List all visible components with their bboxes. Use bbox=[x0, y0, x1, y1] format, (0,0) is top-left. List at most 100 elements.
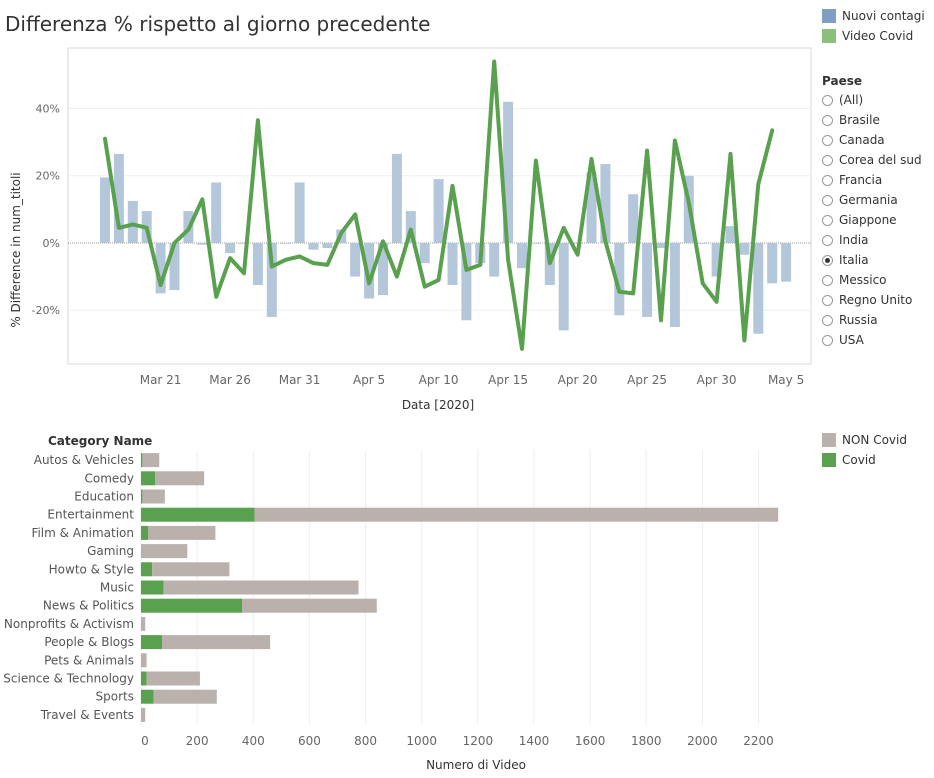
non-covid-bar[interactable] bbox=[163, 580, 359, 595]
nuovi-contagi-bar[interactable] bbox=[155, 242, 166, 294]
covid-bar[interactable] bbox=[141, 580, 164, 595]
covid-bar[interactable] bbox=[141, 689, 154, 704]
non-covid-bar[interactable] bbox=[142, 489, 165, 504]
video-covid-line[interactable] bbox=[103, 59, 775, 351]
nuovi-contagi-bar[interactable] bbox=[461, 242, 472, 321]
paese-option-usa[interactable]: USA bbox=[822, 330, 922, 350]
radio-icon[interactable] bbox=[822, 174, 833, 186]
radio-icon[interactable] bbox=[822, 254, 833, 266]
nuovi-contagi-bar[interactable] bbox=[364, 242, 375, 299]
nuovi-contagi-bar[interactable] bbox=[600, 163, 611, 243]
covid-bar[interactable] bbox=[141, 598, 243, 613]
nuovi-contagi-bar[interactable] bbox=[767, 242, 778, 284]
covid-bar[interactable] bbox=[141, 671, 147, 686]
nuovi-contagi-bar[interactable] bbox=[433, 179, 444, 243]
nuovi-contagi-bar[interactable] bbox=[197, 242, 208, 245]
paese-option-italia[interactable]: Italia bbox=[822, 250, 922, 270]
paese-option-germania[interactable]: Germania bbox=[822, 190, 922, 210]
radio-icon[interactable] bbox=[822, 154, 833, 166]
radio-icon[interactable] bbox=[822, 134, 833, 146]
non-covid-bar[interactable] bbox=[141, 616, 146, 631]
legend-item-non-covid[interactable]: NON Covid bbox=[822, 430, 907, 450]
nuovi-contagi-bar[interactable] bbox=[113, 153, 124, 243]
nuovi-contagi-bar[interactable] bbox=[781, 242, 792, 282]
paese-option-brasile[interactable]: Brasile bbox=[822, 110, 922, 130]
nuovi-contagi-bar[interactable] bbox=[322, 242, 333, 249]
non-covid-bar[interactable] bbox=[242, 598, 377, 613]
radio-icon[interactable] bbox=[822, 274, 833, 286]
nuovi-contagi-bar[interactable] bbox=[697, 242, 708, 244]
radio-icon[interactable] bbox=[822, 294, 833, 306]
nuovi-contagi-bar[interactable] bbox=[558, 242, 569, 331]
paese-option-regno-unito[interactable]: Regno Unito bbox=[822, 290, 922, 310]
nuovi-contagi-bar[interactable] bbox=[391, 153, 402, 243]
nuovi-contagi-bar[interactable] bbox=[350, 242, 361, 277]
non-covid-bar[interactable] bbox=[142, 453, 160, 468]
nuovi-contagi-bar[interactable] bbox=[225, 242, 236, 254]
radio-icon[interactable] bbox=[822, 214, 833, 226]
nuovi-contagi-bar[interactable] bbox=[656, 242, 666, 249]
radio-icon[interactable] bbox=[822, 314, 833, 326]
non-covid-bar[interactable] bbox=[162, 635, 271, 650]
nuovi-contagi-bar[interactable] bbox=[127, 200, 138, 243]
nuovi-contagi-bar[interactable] bbox=[419, 242, 430, 264]
nuovi-contagi-bar[interactable] bbox=[405, 211, 416, 243]
non-covid-bar[interactable] bbox=[141, 544, 188, 559]
covid-bar[interactable] bbox=[141, 489, 143, 504]
legend-item-video-covid[interactable]: Video Covid bbox=[822, 26, 925, 46]
paese-option-giappone[interactable]: Giappone bbox=[822, 210, 922, 230]
covid-bar[interactable] bbox=[141, 471, 156, 486]
covid-bar[interactable] bbox=[141, 453, 143, 468]
nuovi-contagi-bar[interactable] bbox=[614, 242, 625, 316]
non-covid-bar[interactable] bbox=[152, 562, 230, 577]
radio-icon[interactable] bbox=[822, 334, 833, 346]
nuovi-contagi-bar[interactable] bbox=[642, 242, 653, 317]
non-covid-bar[interactable] bbox=[141, 707, 146, 722]
nuovi-contagi-bar[interactable] bbox=[753, 242, 764, 334]
nuovi-contagi-bar[interactable] bbox=[169, 242, 180, 291]
nuovi-contagi-bar[interactable] bbox=[725, 226, 736, 243]
nuovi-contagi-bar[interactable] bbox=[266, 242, 277, 317]
nuovi-contagi-bar[interactable] bbox=[211, 182, 222, 243]
covid-bar[interactable] bbox=[141, 562, 153, 577]
nuovi-contagi-bar[interactable] bbox=[517, 242, 527, 269]
non-covid-bar[interactable] bbox=[148, 525, 216, 540]
radio-icon[interactable] bbox=[822, 94, 833, 106]
nuovi-contagi-bar[interactable] bbox=[503, 101, 514, 243]
nuovi-contagi-bar[interactable] bbox=[669, 242, 680, 328]
non-covid-bar[interactable] bbox=[254, 507, 779, 522]
non-covid-bar[interactable] bbox=[141, 653, 147, 668]
paese-option-messico[interactable]: Messico bbox=[822, 270, 922, 290]
nuovi-contagi-bar[interactable] bbox=[294, 182, 305, 243]
covid-bar[interactable] bbox=[141, 635, 163, 650]
nuovi-contagi-bar[interactable] bbox=[711, 242, 722, 277]
radio-icon[interactable] bbox=[822, 114, 833, 126]
paese-option-india[interactable]: India bbox=[822, 230, 922, 250]
nuovi-contagi-bar[interactable] bbox=[252, 242, 263, 285]
covid-bar[interactable] bbox=[141, 507, 255, 522]
nuovi-contagi-bar[interactable] bbox=[308, 242, 319, 250]
non-covid-bar[interactable] bbox=[153, 689, 217, 704]
nuovi-contagi-bar[interactable] bbox=[530, 242, 541, 244]
nuovi-contagi-bar[interactable] bbox=[628, 194, 639, 243]
legend-item-covid[interactable]: Covid bbox=[822, 450, 907, 470]
nuovi-contagi-bar[interactable] bbox=[586, 172, 597, 243]
legend-item-nuovi-contagi[interactable]: Nuovi contagi bbox=[822, 6, 925, 26]
nuovi-contagi-bar[interactable] bbox=[739, 242, 750, 255]
paese-option-canada[interactable]: Canada bbox=[822, 130, 922, 150]
nuovi-contagi-bar[interactable] bbox=[489, 242, 500, 277]
nuovi-contagi-bar[interactable] bbox=[239, 242, 249, 244]
covid-bar[interactable] bbox=[141, 525, 149, 540]
nuovi-contagi-bar[interactable] bbox=[100, 177, 110, 243]
paese-option-francia[interactable]: Francia bbox=[822, 170, 922, 190]
paese-option-corea-del-sud[interactable]: Corea del sud bbox=[822, 150, 922, 170]
non-covid-bar[interactable] bbox=[155, 471, 205, 486]
nuovi-contagi-bar[interactable] bbox=[378, 242, 388, 296]
non-covid-bar[interactable] bbox=[146, 671, 200, 686]
nuovi-contagi-bar[interactable] bbox=[280, 242, 291, 244]
radio-icon[interactable] bbox=[822, 234, 833, 246]
paese-option-all[interactable]: (All) bbox=[822, 90, 922, 110]
radio-icon[interactable] bbox=[822, 194, 833, 206]
paese-option-russia[interactable]: Russia bbox=[822, 310, 922, 330]
nuovi-contagi-bar[interactable] bbox=[447, 242, 458, 285]
